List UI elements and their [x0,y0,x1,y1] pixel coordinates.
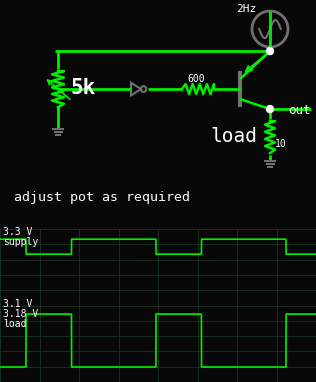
Text: 3.3 V: 3.3 V [3,227,32,237]
Circle shape [266,47,274,55]
Text: load: load [210,127,257,146]
Text: 3.18 V: 3.18 V [3,309,38,319]
Text: 600: 600 [187,74,205,84]
Text: adjust pot as required: adjust pot as required [14,191,190,204]
Text: 2Hz: 2Hz [236,4,256,14]
Text: 5k: 5k [70,78,95,98]
Text: 3.1 V: 3.1 V [3,299,32,309]
Text: supply: supply [3,237,38,247]
Text: out: out [289,104,311,117]
Text: 10: 10 [275,139,287,149]
Text: load: load [3,319,27,329]
Circle shape [266,105,274,113]
